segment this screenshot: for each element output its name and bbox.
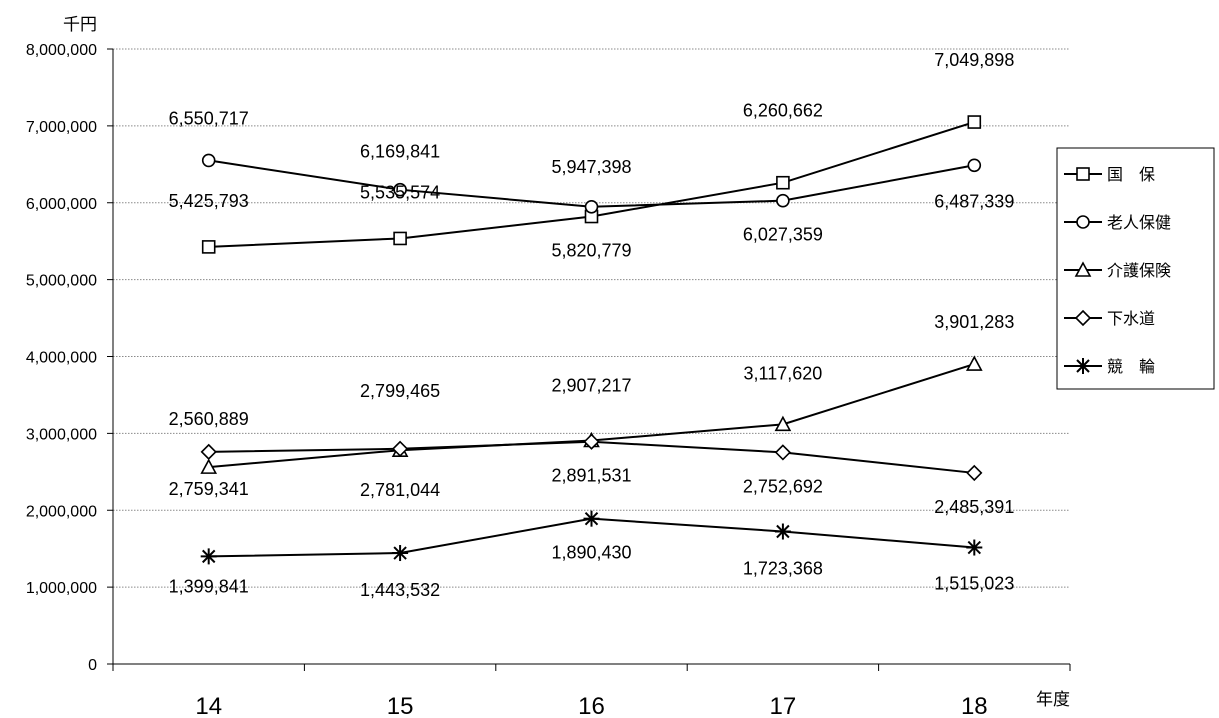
data-label: 6,260,662 <box>743 101 823 121</box>
series-5 <box>200 510 983 565</box>
gridlines <box>113 48 1070 588</box>
legend-marker-triangle <box>1074 261 1092 277</box>
data-label: 1,723,368 <box>743 559 823 579</box>
y-tick-label: 4,000,000 <box>26 350 97 367</box>
legend-marker-asterisk <box>1075 358 1091 374</box>
data-point-diamond <box>391 440 409 457</box>
legend-item: 下水道 <box>1064 309 1155 328</box>
series-1 <box>201 115 982 254</box>
legend-item: 老人保健 <box>1064 213 1171 232</box>
data-point-square <box>201 240 216 254</box>
series-4 <box>200 433 983 482</box>
y-tick-label: 6,000,000 <box>26 196 97 213</box>
data-label: 1,399,841 <box>169 576 249 596</box>
data-point-triangle <box>774 415 792 432</box>
asterisk-stroke <box>393 546 407 560</box>
legend-item: 国 保 <box>1064 165 1155 184</box>
asterisk-stroke <box>967 540 982 555</box>
data-label: 5,820,779 <box>551 241 631 261</box>
data-point-asterisk <box>774 523 791 540</box>
y-tick-label: 5,000,000 <box>26 273 97 290</box>
data-point-diamond <box>200 443 217 461</box>
data-point-diamond <box>966 464 983 482</box>
data-point-square <box>776 175 790 190</box>
axes <box>107 48 1071 671</box>
data-point-square <box>393 231 407 246</box>
data-label: 6,169,841 <box>360 142 440 162</box>
data-labels: 5,425,793 5,535,574 5,820,779 6,260,662 7,04… <box>169 50 1015 600</box>
data-label: 7,049,898 <box>934 50 1014 70</box>
legend-label: 介護保険 <box>1107 261 1171 280</box>
asterisk-stroke <box>584 511 599 526</box>
data-point-circle <box>967 158 982 173</box>
y-tick-label: 7,000,000 <box>26 119 97 136</box>
series-layer <box>200 115 983 565</box>
legend-marker-square <box>1076 167 1090 181</box>
y-tick-label: 0 <box>88 657 97 674</box>
data-label: 2,485,391 <box>934 497 1014 517</box>
data-point-circle <box>776 193 790 208</box>
data-label: 1,890,430 <box>551 543 631 563</box>
data-label: 5,425,793 <box>169 191 249 211</box>
x-unit-label: 年度 <box>1036 690 1070 710</box>
asterisk-stroke <box>1076 359 1090 373</box>
y-tick-label: 2,000,000 <box>26 503 97 520</box>
series-2 <box>201 153 982 214</box>
x-tick-label: 15 <box>387 693 414 718</box>
x-tick-label: 14 <box>195 693 222 718</box>
legend-label: 競 輪 <box>1107 357 1155 376</box>
y-unit-label: 千円 <box>63 15 97 35</box>
data-label: 2,752,692 <box>743 476 823 496</box>
y-tick-label: 8,000,000 <box>26 42 97 59</box>
data-point-diamond <box>583 433 600 450</box>
legend-item: 競 輪 <box>1064 357 1155 376</box>
data-point-diamond <box>774 444 792 461</box>
data-point-asterisk <box>392 545 409 562</box>
data-label: 6,550,717 <box>169 108 249 128</box>
data-label: 2,759,341 <box>169 479 249 499</box>
legend-marker-circle <box>1076 215 1090 229</box>
data-label: 2,891,531 <box>551 466 631 486</box>
data-label: 6,487,339 <box>934 191 1014 211</box>
data-point-triangle <box>965 355 983 371</box>
data-label: 2,781,044 <box>360 480 440 500</box>
data-label: 1,515,023 <box>934 574 1014 594</box>
legend-item: 介護保険 <box>1064 261 1171 280</box>
x-tick-label: 17 <box>770 693 797 718</box>
asterisk-stroke <box>201 549 216 564</box>
data-point-circle <box>393 182 407 197</box>
x-tick-label: 18 <box>961 693 988 718</box>
data-point-square <box>967 115 982 129</box>
data-label: 6,027,359 <box>743 225 823 245</box>
x-tick-labels: 14 15 16 17 18 <box>195 693 987 718</box>
y-tick-labels: 0 1,000,000 2,000,000 3,000,000 4,000,000 5,0… <box>26 42 97 674</box>
data-point-circle <box>201 153 216 168</box>
data-label: 2,799,465 <box>360 381 440 401</box>
legend-label: 国 保 <box>1107 165 1155 184</box>
data-label: 5,947,398 <box>551 157 631 177</box>
data-label: 1,443,532 <box>360 580 440 600</box>
legend-label: 老人保健 <box>1107 213 1171 232</box>
legend-marker-diamond <box>1074 309 1092 327</box>
data-point-circle <box>584 199 599 214</box>
y-tick-label: 1,000,000 <box>26 580 97 597</box>
y-tick-label: 3,000,000 <box>26 426 97 443</box>
data-point-asterisk <box>966 539 983 556</box>
asterisk-stroke <box>776 524 790 539</box>
data-point-asterisk <box>200 548 217 565</box>
data-label: 3,117,620 <box>744 363 823 383</box>
data-point-triangle <box>200 458 218 474</box>
data-label: 5,535,574 <box>360 182 440 202</box>
data-label: 3,901,283 <box>934 312 1014 332</box>
legend-label: 下水道 <box>1107 309 1155 328</box>
data-label: 2,560,889 <box>169 409 249 429</box>
data-point-asterisk <box>583 510 600 527</box>
x-tick-label: 16 <box>578 693 605 718</box>
series-line <box>208 121 975 248</box>
data-label: 2,907,217 <box>551 376 631 396</box>
series-3 <box>200 355 983 474</box>
